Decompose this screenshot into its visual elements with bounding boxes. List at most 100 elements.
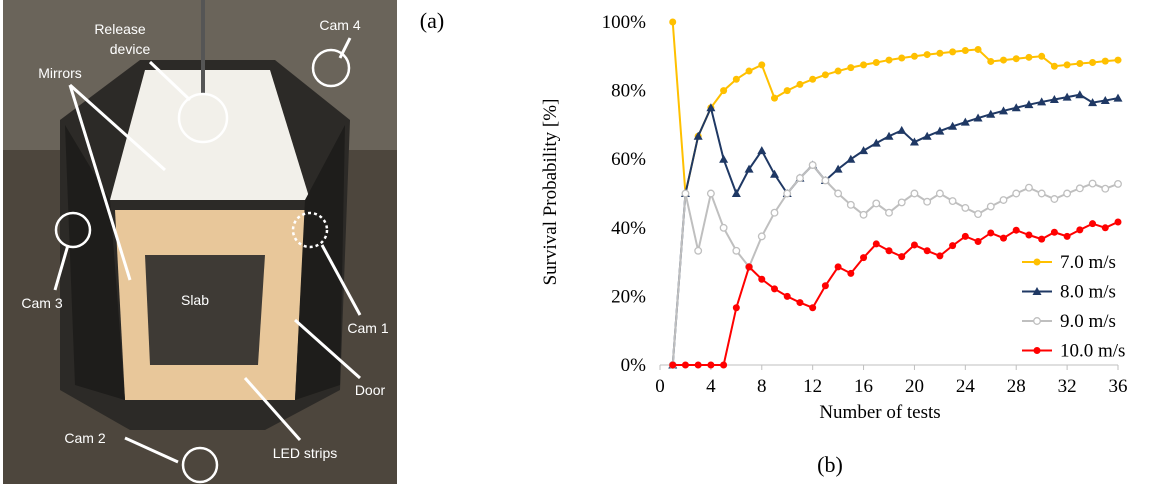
data-point [935,189,944,198]
data-point [1050,228,1058,236]
data-point [884,131,894,140]
data-point [771,285,778,293]
legend-marker [1033,258,1041,266]
data-point [669,361,677,369]
data-point [974,45,982,53]
data-point [910,52,918,60]
data-point [795,174,804,183]
photo-label: device [110,41,151,57]
data-point [707,361,715,369]
data-point [871,138,881,147]
data-point [1012,189,1021,198]
data-point [974,238,982,246]
circle-cam2 [181,446,219,484]
x-axis-label: Number of tests [819,402,940,423]
x-tick-label: 36 [1109,376,1128,397]
data-point [669,18,677,26]
data-point [1089,58,1097,66]
x-tick-label: 4 [706,376,716,397]
arrows [53,37,362,464]
data-point [860,61,868,69]
legend-label: 7.0 m/s [1060,252,1116,273]
data-point [834,189,843,198]
data-point [1038,52,1046,60]
data-point [986,109,996,118]
arrow [294,318,361,380]
data-point [1012,55,1020,63]
y-tick-label: 0% [621,355,647,376]
photo-label: Cam 4 [319,17,360,33]
data-point [1025,231,1033,239]
data-point [1024,183,1033,192]
data-point [706,103,716,112]
data-point [1063,232,1071,240]
slab [145,255,265,365]
data-point [1063,61,1071,69]
data-point [872,240,880,248]
panel-label: (a) [420,8,444,33]
data-point [1024,100,1034,109]
data-point [1076,226,1084,234]
data-point [948,121,958,130]
data-point [846,200,855,209]
data-point [694,246,703,255]
data-point [1075,184,1084,193]
data-point [1050,62,1058,70]
data-point [936,49,944,57]
photo-label: Cam 1 [347,320,388,336]
data-point [770,169,779,178]
data-point [987,57,995,65]
data-point [922,131,932,140]
x-tick-label: 28 [1007,376,1026,397]
data-point [758,275,766,283]
circle-cam3 [54,211,92,249]
data-point [693,131,703,140]
data-point [1049,95,1059,104]
data-point [1100,96,1110,105]
data-point [885,56,893,64]
data-point [1088,179,1097,188]
y-tick-label: 100% [602,12,647,33]
photo-label: Door [355,382,386,398]
y-tick-label: 60% [611,149,646,170]
data-point [745,263,753,271]
data-point [1076,60,1084,68]
data-point [770,208,779,217]
data-point [796,80,804,88]
data-point [706,189,715,198]
data-point [1101,57,1109,65]
data-point [847,64,855,72]
data-point [681,361,689,369]
legend-label: 8.0 m/s [1060,282,1116,303]
data-point [846,154,856,163]
photo-label: Cam 3 [21,295,62,311]
data-point [860,254,868,262]
x-tick-label: 20 [905,376,924,397]
data-point [719,223,728,232]
data-point [885,208,893,217]
data-point [745,67,753,75]
data-point [833,164,843,173]
data-point [897,125,907,134]
x-tick-label: 16 [854,376,873,397]
data-point [898,54,906,62]
photo-label: Slab [181,292,209,308]
data-point [732,304,740,312]
legend-marker [1033,347,1041,354]
data-point [961,203,970,212]
data-point [935,126,945,135]
y-tick-label: 80% [611,81,646,102]
data-point [961,46,969,54]
arrow [148,60,192,102]
circle-cam4 [311,48,351,88]
data-point [1075,90,1085,99]
panel-label: (b) [817,452,843,477]
series-line [671,93,1119,366]
x-tick-label: 32 [1058,376,1077,397]
series-line [671,21,1119,194]
legend-label: 10.0 m/s [1060,341,1125,362]
data-point [897,198,906,207]
data-point [732,246,741,255]
